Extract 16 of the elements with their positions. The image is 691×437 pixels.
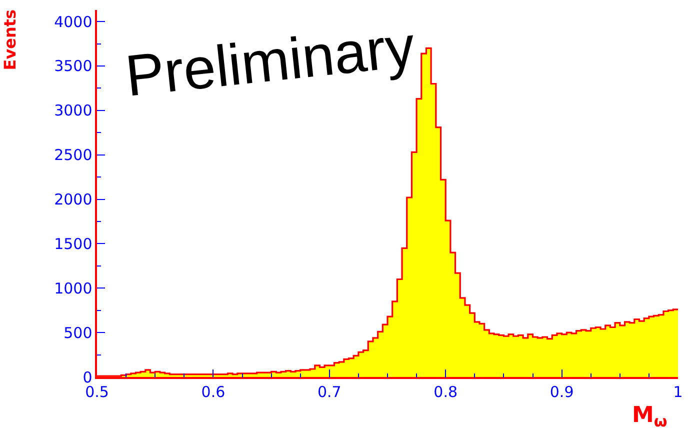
y-tick-label: 3000 xyxy=(54,102,92,120)
x-tick-label: 0.7 xyxy=(317,382,342,401)
x-tick-label: 0.9 xyxy=(550,382,574,401)
y-tick-label: 4000 xyxy=(54,12,92,31)
x-tick-label: 0.6 xyxy=(201,382,226,401)
y-tick-label: 3500 xyxy=(54,57,92,76)
x-tick-label: 0.8 xyxy=(434,382,458,401)
y-axis-title: Events xyxy=(0,9,20,70)
y-tick-label: 1000 xyxy=(54,279,92,298)
y-tick-label: 2000 xyxy=(54,190,92,209)
y-tick-label: 2500 xyxy=(54,146,92,164)
y-tick-label: 1500 xyxy=(54,234,92,253)
y-tick-label: 500 xyxy=(64,324,92,342)
annotation: Preliminary xyxy=(122,14,418,109)
x-tick-label: 1 xyxy=(673,382,683,401)
x-axis-title: M$_{ω}$ xyxy=(632,403,668,431)
